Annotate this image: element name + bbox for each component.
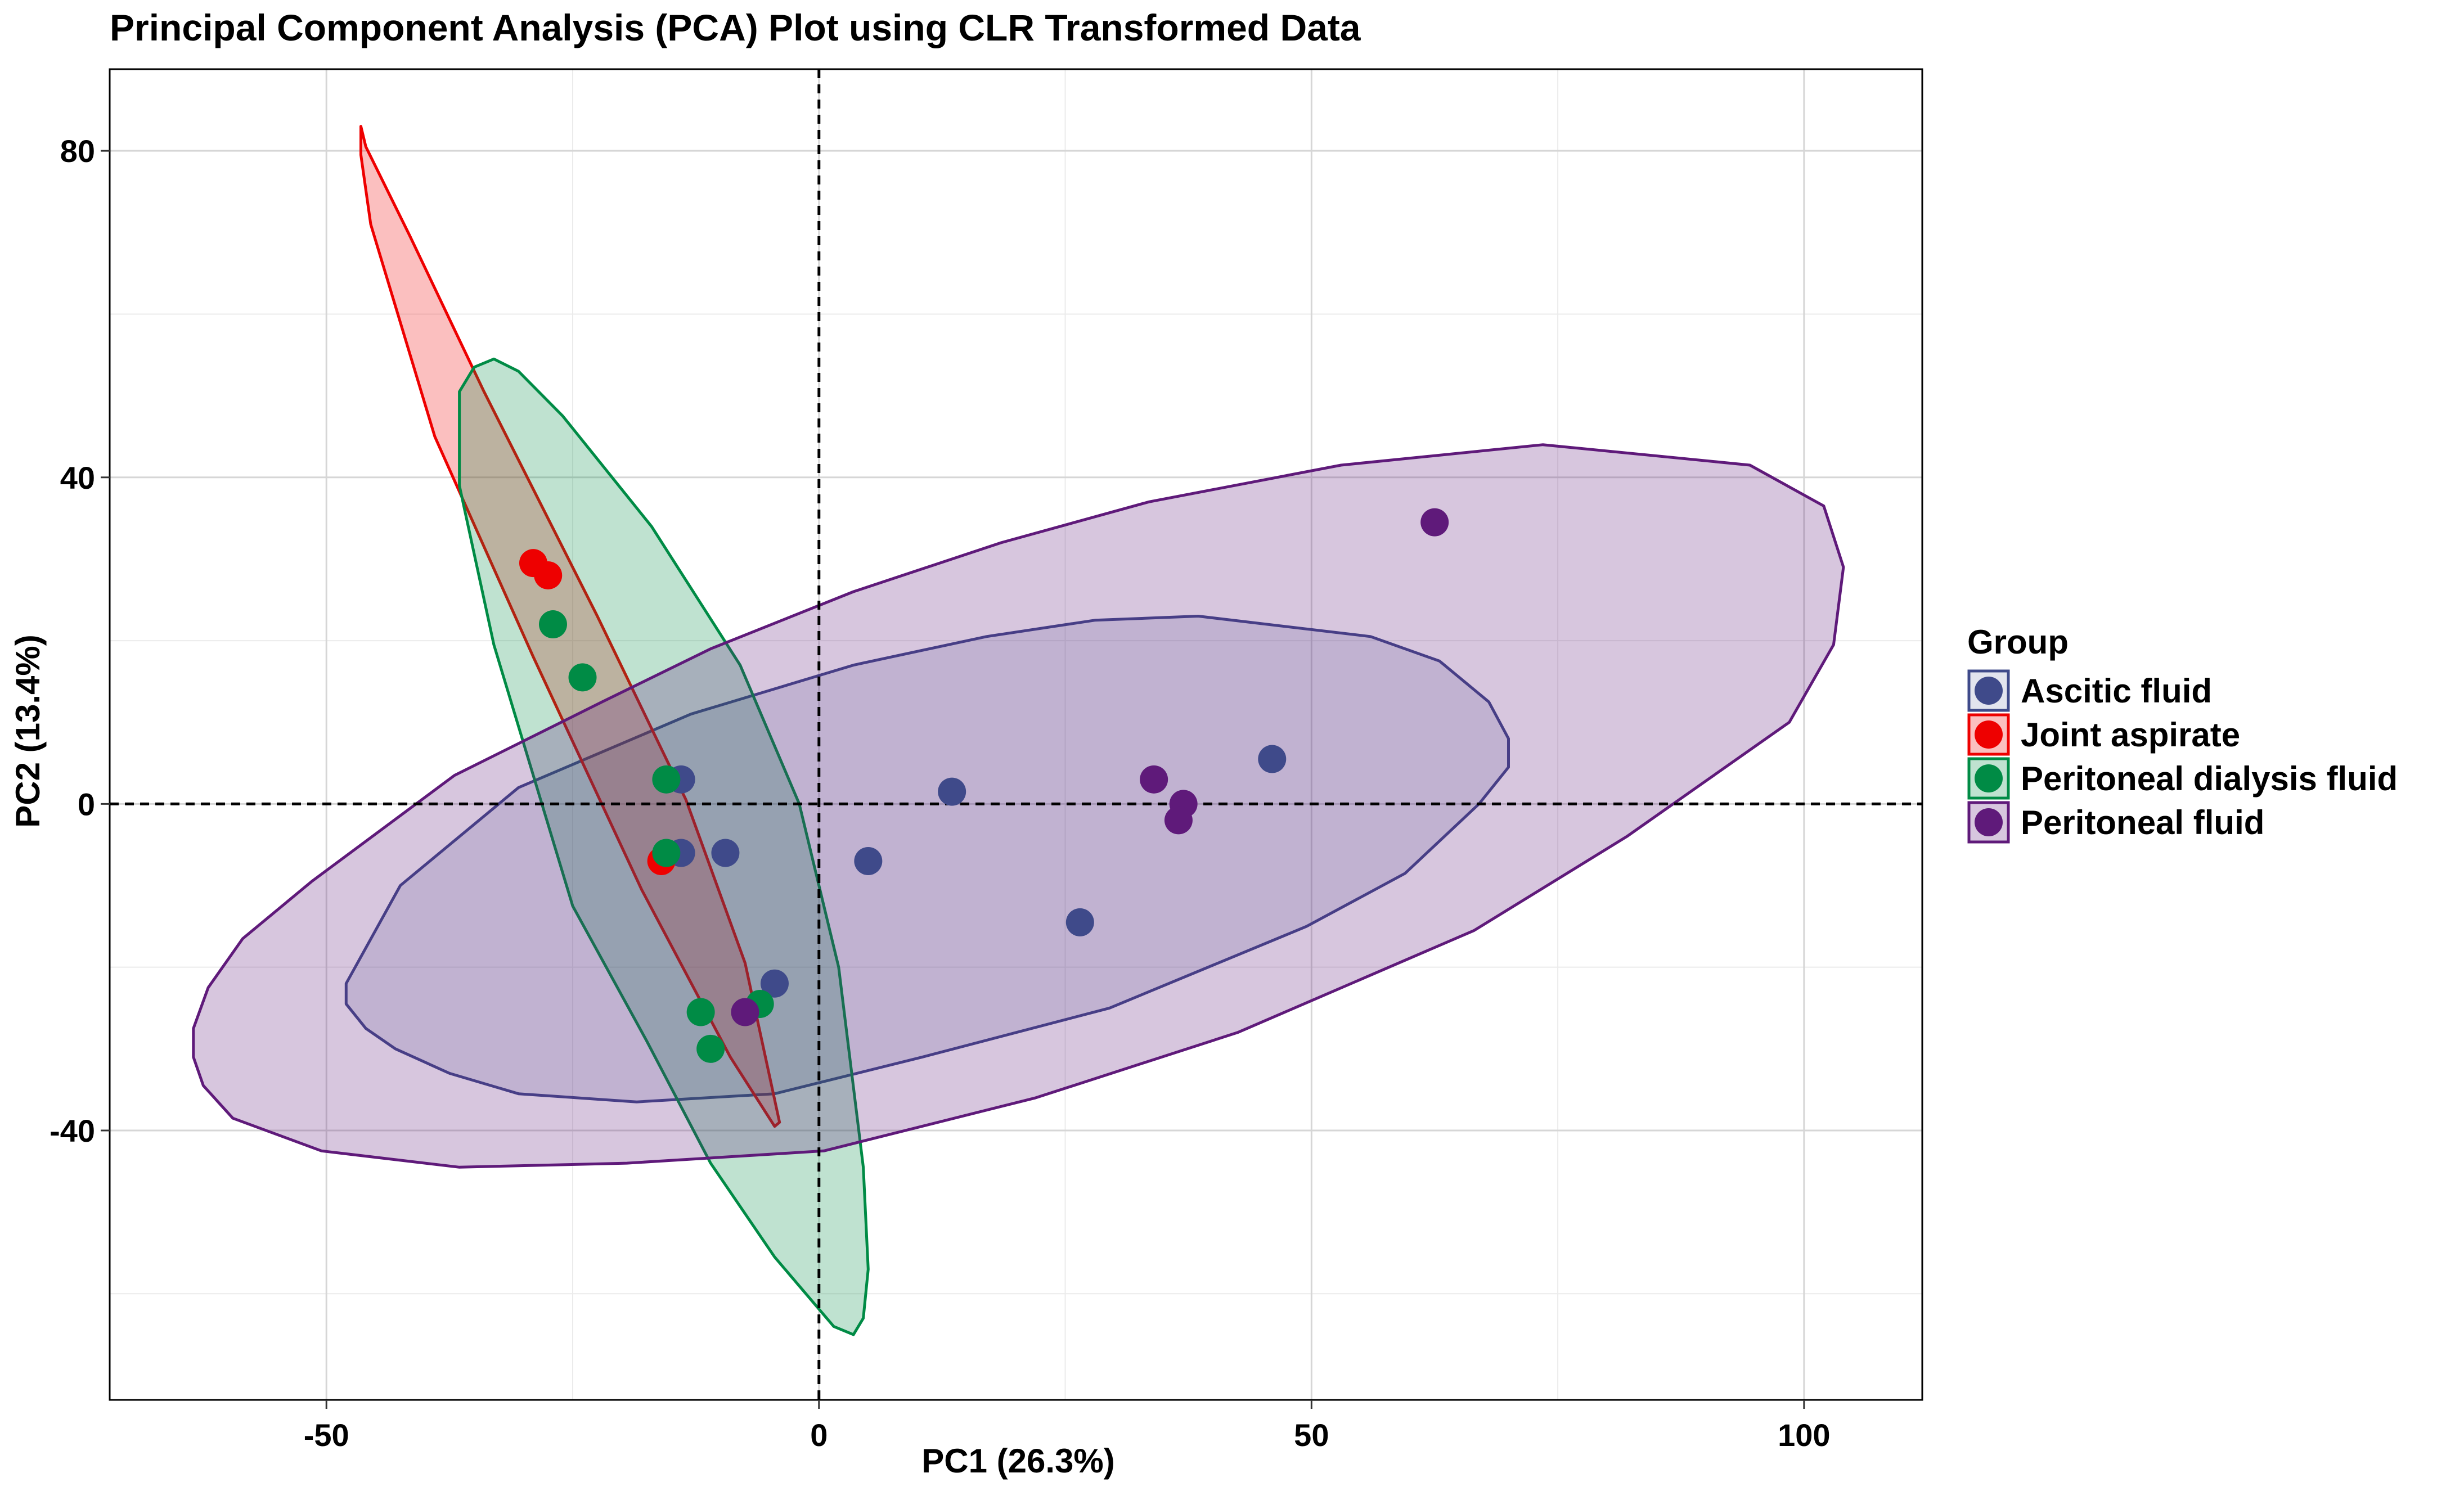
data-point [1065, 908, 1094, 936]
data-point [731, 998, 759, 1026]
data-point [538, 610, 567, 639]
y-tick-label: 80 [60, 133, 95, 169]
data-point [652, 765, 681, 794]
data-point [938, 777, 966, 806]
x-tick-label: -50 [304, 1417, 349, 1453]
confidence-ellipse [359, 125, 781, 1128]
plot-content [110, 69, 1922, 1400]
legend-key-point [1975, 720, 2003, 749]
legend-key-point [1975, 677, 2003, 705]
data-point [1140, 765, 1168, 794]
data-point [696, 1034, 725, 1063]
x-tick-label: 0 [810, 1417, 828, 1453]
chart-title: Principal Component Analysis (PCA) Plot … [110, 7, 1361, 48]
plot-panel [110, 69, 1922, 1400]
data-point [760, 969, 789, 998]
ellipse-layer [192, 125, 1845, 1336]
legend-label: Joint aspirate [2021, 716, 2240, 754]
plot-border [109, 68, 1923, 1401]
legend-key-point [1975, 808, 2003, 836]
y-tick-label: -40 [50, 1113, 95, 1148]
confidence-ellipse [192, 443, 1845, 1169]
legend-label: Ascitic fluid [2021, 672, 2212, 710]
x-axis-title: PC1 (26.3%) [921, 1442, 1114, 1480]
data-point [534, 561, 563, 589]
x-tick-label: 100 [1778, 1417, 1830, 1453]
legend-title: Group [1967, 623, 2069, 661]
data-point [652, 839, 681, 867]
x-tick-label: 50 [1294, 1417, 1329, 1453]
data-point [711, 839, 740, 867]
plot-area: -50 0 50 100 -40 0 40 80 [50, 68, 1923, 1453]
y-tick-label: 40 [60, 460, 95, 496]
legend: Group Ascitic fluid Joint aspirate Periton… [1967, 623, 2398, 844]
legend-label: Peritoneal dialysis fluid [2021, 760, 2398, 798]
y-tick-label: 0 [78, 786, 95, 822]
data-point [1420, 508, 1449, 537]
data-point [1258, 745, 1287, 773]
data-point [854, 846, 883, 875]
legend-key-point [1975, 764, 2003, 792]
data-point [568, 663, 597, 692]
confidence-ellipse [344, 615, 1510, 1103]
legend-label: Peritoneal fluid [2021, 804, 2264, 841]
data-point [1164, 806, 1193, 835]
data-point [686, 998, 715, 1026]
points-layer [519, 508, 1449, 1063]
y-axis-title: PC2 (13.4%) [9, 634, 47, 827]
